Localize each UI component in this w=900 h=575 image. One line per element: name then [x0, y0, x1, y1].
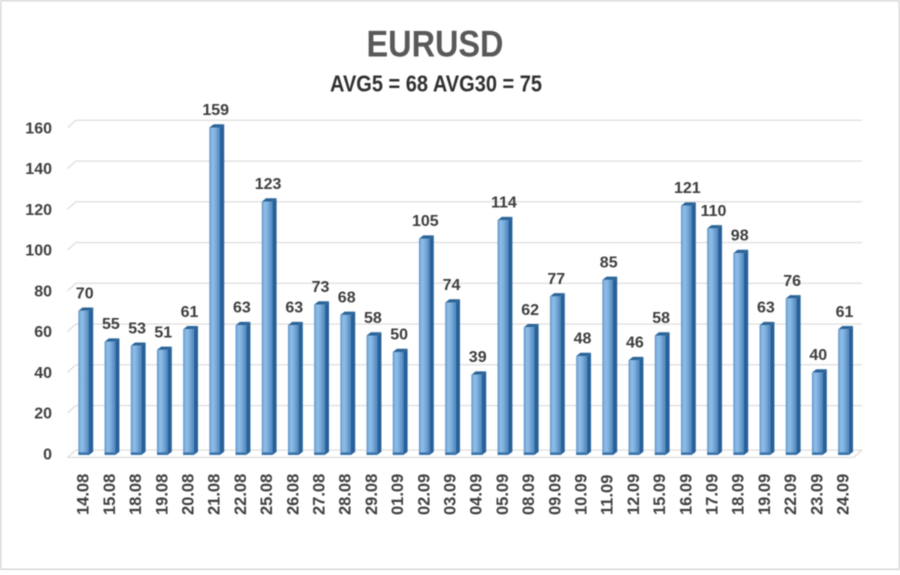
svg-text:14.08: 14.08 — [75, 474, 93, 515]
svg-text:15.09: 15.09 — [651, 474, 669, 515]
svg-text:39: 39 — [469, 349, 487, 366]
svg-text:110: 110 — [701, 203, 727, 220]
svg-text:04.09: 04.09 — [468, 474, 486, 515]
svg-text:25.08: 25.08 — [258, 474, 276, 515]
svg-text:09.09: 09.09 — [546, 474, 564, 515]
svg-text:24.09: 24.09 — [835, 474, 853, 515]
svg-text:17.09: 17.09 — [704, 474, 722, 515]
svg-text:11.09: 11.09 — [599, 475, 617, 515]
svg-text:28.08: 28.08 — [337, 474, 355, 515]
svg-text:121: 121 — [674, 180, 701, 197]
svg-text:60: 60 — [34, 324, 52, 341]
svg-text:114: 114 — [491, 195, 517, 212]
svg-text:123: 123 — [255, 176, 282, 193]
svg-text:100: 100 — [25, 243, 52, 260]
svg-text:70: 70 — [76, 285, 94, 302]
svg-text:63: 63 — [757, 300, 775, 317]
svg-text:01.09: 01.09 — [389, 474, 407, 515]
svg-text:26.08: 26.08 — [284, 474, 302, 515]
svg-text:40: 40 — [809, 347, 827, 364]
svg-text:12.09: 12.09 — [625, 474, 643, 515]
svg-text:53: 53 — [128, 320, 146, 337]
svg-text:21.08: 21.08 — [206, 474, 224, 515]
svg-text:73: 73 — [312, 279, 330, 296]
svg-text:18.08: 18.08 — [127, 474, 145, 515]
svg-text:22.09: 22.09 — [782, 474, 800, 515]
svg-text:74: 74 — [443, 277, 461, 294]
svg-text:48: 48 — [574, 331, 592, 348]
svg-text:03.09: 03.09 — [442, 474, 460, 515]
svg-text:18.09: 18.09 — [730, 474, 748, 515]
svg-text:50: 50 — [390, 327, 408, 344]
svg-text:51: 51 — [154, 324, 172, 341]
svg-text:10.09: 10.09 — [573, 474, 591, 515]
svg-text:76: 76 — [783, 273, 801, 290]
svg-text:22.08: 22.08 — [232, 474, 250, 515]
svg-text:27.08: 27.08 — [311, 474, 329, 515]
svg-text:15.08: 15.08 — [101, 474, 119, 515]
svg-text:08.09: 08.09 — [520, 474, 538, 515]
svg-text:160: 160 — [25, 120, 52, 137]
svg-text:105: 105 — [412, 213, 439, 230]
svg-text:05.09: 05.09 — [494, 474, 512, 515]
svg-text:85: 85 — [600, 254, 618, 271]
svg-text:23.09: 23.09 — [808, 474, 826, 515]
svg-text:55: 55 — [102, 316, 120, 333]
svg-text:61: 61 — [181, 304, 199, 321]
svg-text:140: 140 — [25, 161, 52, 178]
svg-text:61: 61 — [836, 304, 854, 321]
svg-text:98: 98 — [731, 228, 749, 245]
svg-text:AVG5 = 68 AVG30 = 75: AVG5 = 68 AVG30 = 75 — [330, 71, 542, 97]
svg-text:159: 159 — [202, 102, 229, 119]
svg-text:0: 0 — [43, 446, 52, 463]
svg-text:20.08: 20.08 — [180, 474, 198, 515]
svg-text:20: 20 — [34, 406, 52, 423]
svg-text:02.09: 02.09 — [415, 474, 433, 515]
svg-text:63: 63 — [285, 300, 303, 317]
svg-text:58: 58 — [652, 310, 670, 327]
svg-text:16.09: 16.09 — [677, 474, 695, 515]
svg-text:120: 120 — [25, 202, 52, 219]
svg-text:29.08: 29.08 — [363, 474, 381, 515]
svg-text:68: 68 — [338, 289, 356, 306]
svg-text:58: 58 — [364, 310, 382, 327]
svg-text:40: 40 — [34, 365, 52, 382]
svg-text:19.09: 19.09 — [756, 474, 774, 515]
svg-text:EURUSD: EURUSD — [367, 24, 504, 65]
svg-text:46: 46 — [626, 335, 644, 352]
svg-text:80: 80 — [34, 283, 52, 300]
svg-text:62: 62 — [521, 302, 539, 319]
svg-text:19.08: 19.08 — [153, 474, 171, 515]
svg-text:77: 77 — [547, 271, 565, 288]
svg-text:63: 63 — [233, 300, 251, 317]
